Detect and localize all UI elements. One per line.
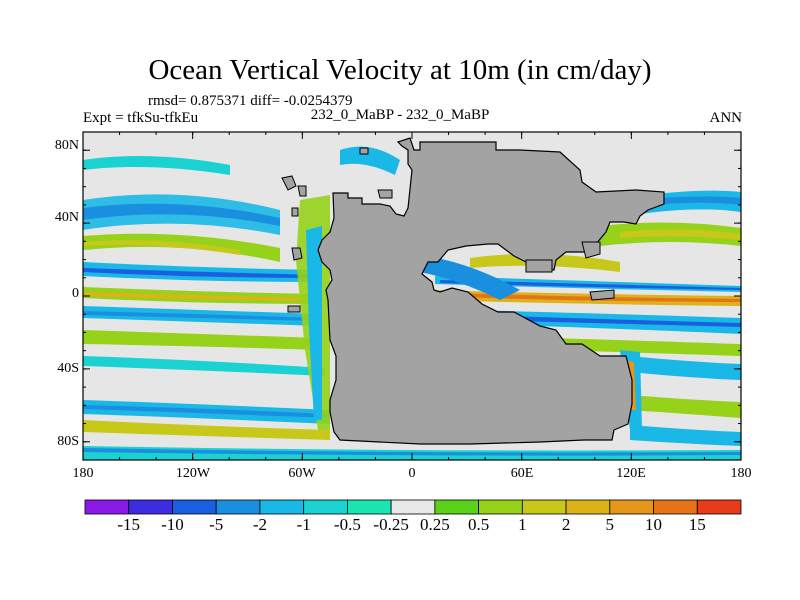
colorbar-label: 0.25 bbox=[419, 515, 450, 534]
landmass-small-island bbox=[291, 247, 303, 261]
colorbar-label: -2 bbox=[252, 515, 267, 534]
landmass-western bbox=[317, 137, 665, 445]
colorbar-label: -1 bbox=[296, 515, 311, 534]
colorbar-swatch bbox=[346, 499, 392, 515]
landmass-north-island bbox=[281, 175, 297, 191]
experiment-label: Expt = tfkSu-tfkEu bbox=[83, 110, 199, 126]
colorbar-swatch bbox=[259, 499, 305, 515]
x-tick-label: 120W bbox=[175, 466, 211, 481]
x-tick-label: 60E bbox=[510, 466, 534, 481]
colorbar-swatch bbox=[521, 499, 567, 515]
landmass-small-island bbox=[589, 289, 615, 301]
x-tick-label: 180 bbox=[72, 466, 94, 481]
axis-ticks bbox=[82, 131, 742, 461]
colorbar-label: 5 bbox=[605, 515, 615, 534]
y-tick-label: 80S bbox=[57, 434, 79, 449]
colorbar-label: 1 bbox=[518, 515, 527, 534]
y-tick-label: 40S bbox=[57, 361, 79, 376]
landmass-small-island bbox=[581, 241, 601, 259]
colorbar-swatch bbox=[696, 499, 742, 515]
landmass-small-island bbox=[359, 147, 369, 155]
colorbar-label: -5 bbox=[209, 515, 224, 534]
colorbar-swatch bbox=[565, 499, 611, 515]
colorbar-swatch bbox=[653, 499, 698, 515]
landmass-small-island bbox=[287, 305, 301, 313]
plot-title: Ocean Vertical Velocity at 10m (in cm/da… bbox=[148, 54, 652, 86]
colorbar-label: 0.5 bbox=[467, 515, 490, 534]
x-tick-label: 180 bbox=[730, 466, 752, 481]
colorbar-swatch bbox=[128, 499, 173, 515]
rmsd-diff-stats: rmsd= 0.875371 diff= -0.0254379 bbox=[148, 93, 353, 109]
colorbar-swatch bbox=[84, 499, 130, 515]
landmass-small-island bbox=[377, 189, 393, 199]
landmass-small-island bbox=[291, 207, 299, 217]
colorbar-label: 10 bbox=[645, 515, 663, 534]
colorbar bbox=[84, 499, 742, 515]
colorbar-swatch bbox=[609, 499, 654, 515]
colorbar-label: 15 bbox=[688, 515, 706, 534]
landmass-small-island bbox=[297, 185, 307, 197]
period-label: 232_0_MaBP - 232_0_MaBP bbox=[310, 107, 490, 123]
x-tick-label: 120E bbox=[616, 466, 646, 481]
colorbar-label: -15 bbox=[117, 515, 141, 534]
season-label: ANN bbox=[709, 110, 743, 126]
y-tick-label: 0 bbox=[72, 286, 79, 301]
colorbar-label: 2 bbox=[561, 515, 571, 534]
colorbar-swatch bbox=[303, 499, 348, 515]
y-tick-label: 40N bbox=[54, 210, 79, 225]
x-tick-label: 60W bbox=[288, 466, 316, 481]
colorbar-label: -10 bbox=[161, 515, 184, 534]
colorbar-swatch bbox=[390, 499, 436, 515]
colorbar-swatch bbox=[215, 499, 261, 515]
colorbar-label: -0.25 bbox=[373, 515, 409, 534]
landmass-inner-sea-island bbox=[525, 259, 553, 273]
y-tick-label: 80N bbox=[54, 138, 79, 153]
x-tick-label: 0 bbox=[408, 466, 416, 481]
colorbar-swatch bbox=[434, 499, 480, 515]
colorbar-label: -0.5 bbox=[333, 515, 361, 534]
colorbar-swatch bbox=[172, 499, 217, 515]
colorbar-swatch bbox=[478, 499, 523, 515]
